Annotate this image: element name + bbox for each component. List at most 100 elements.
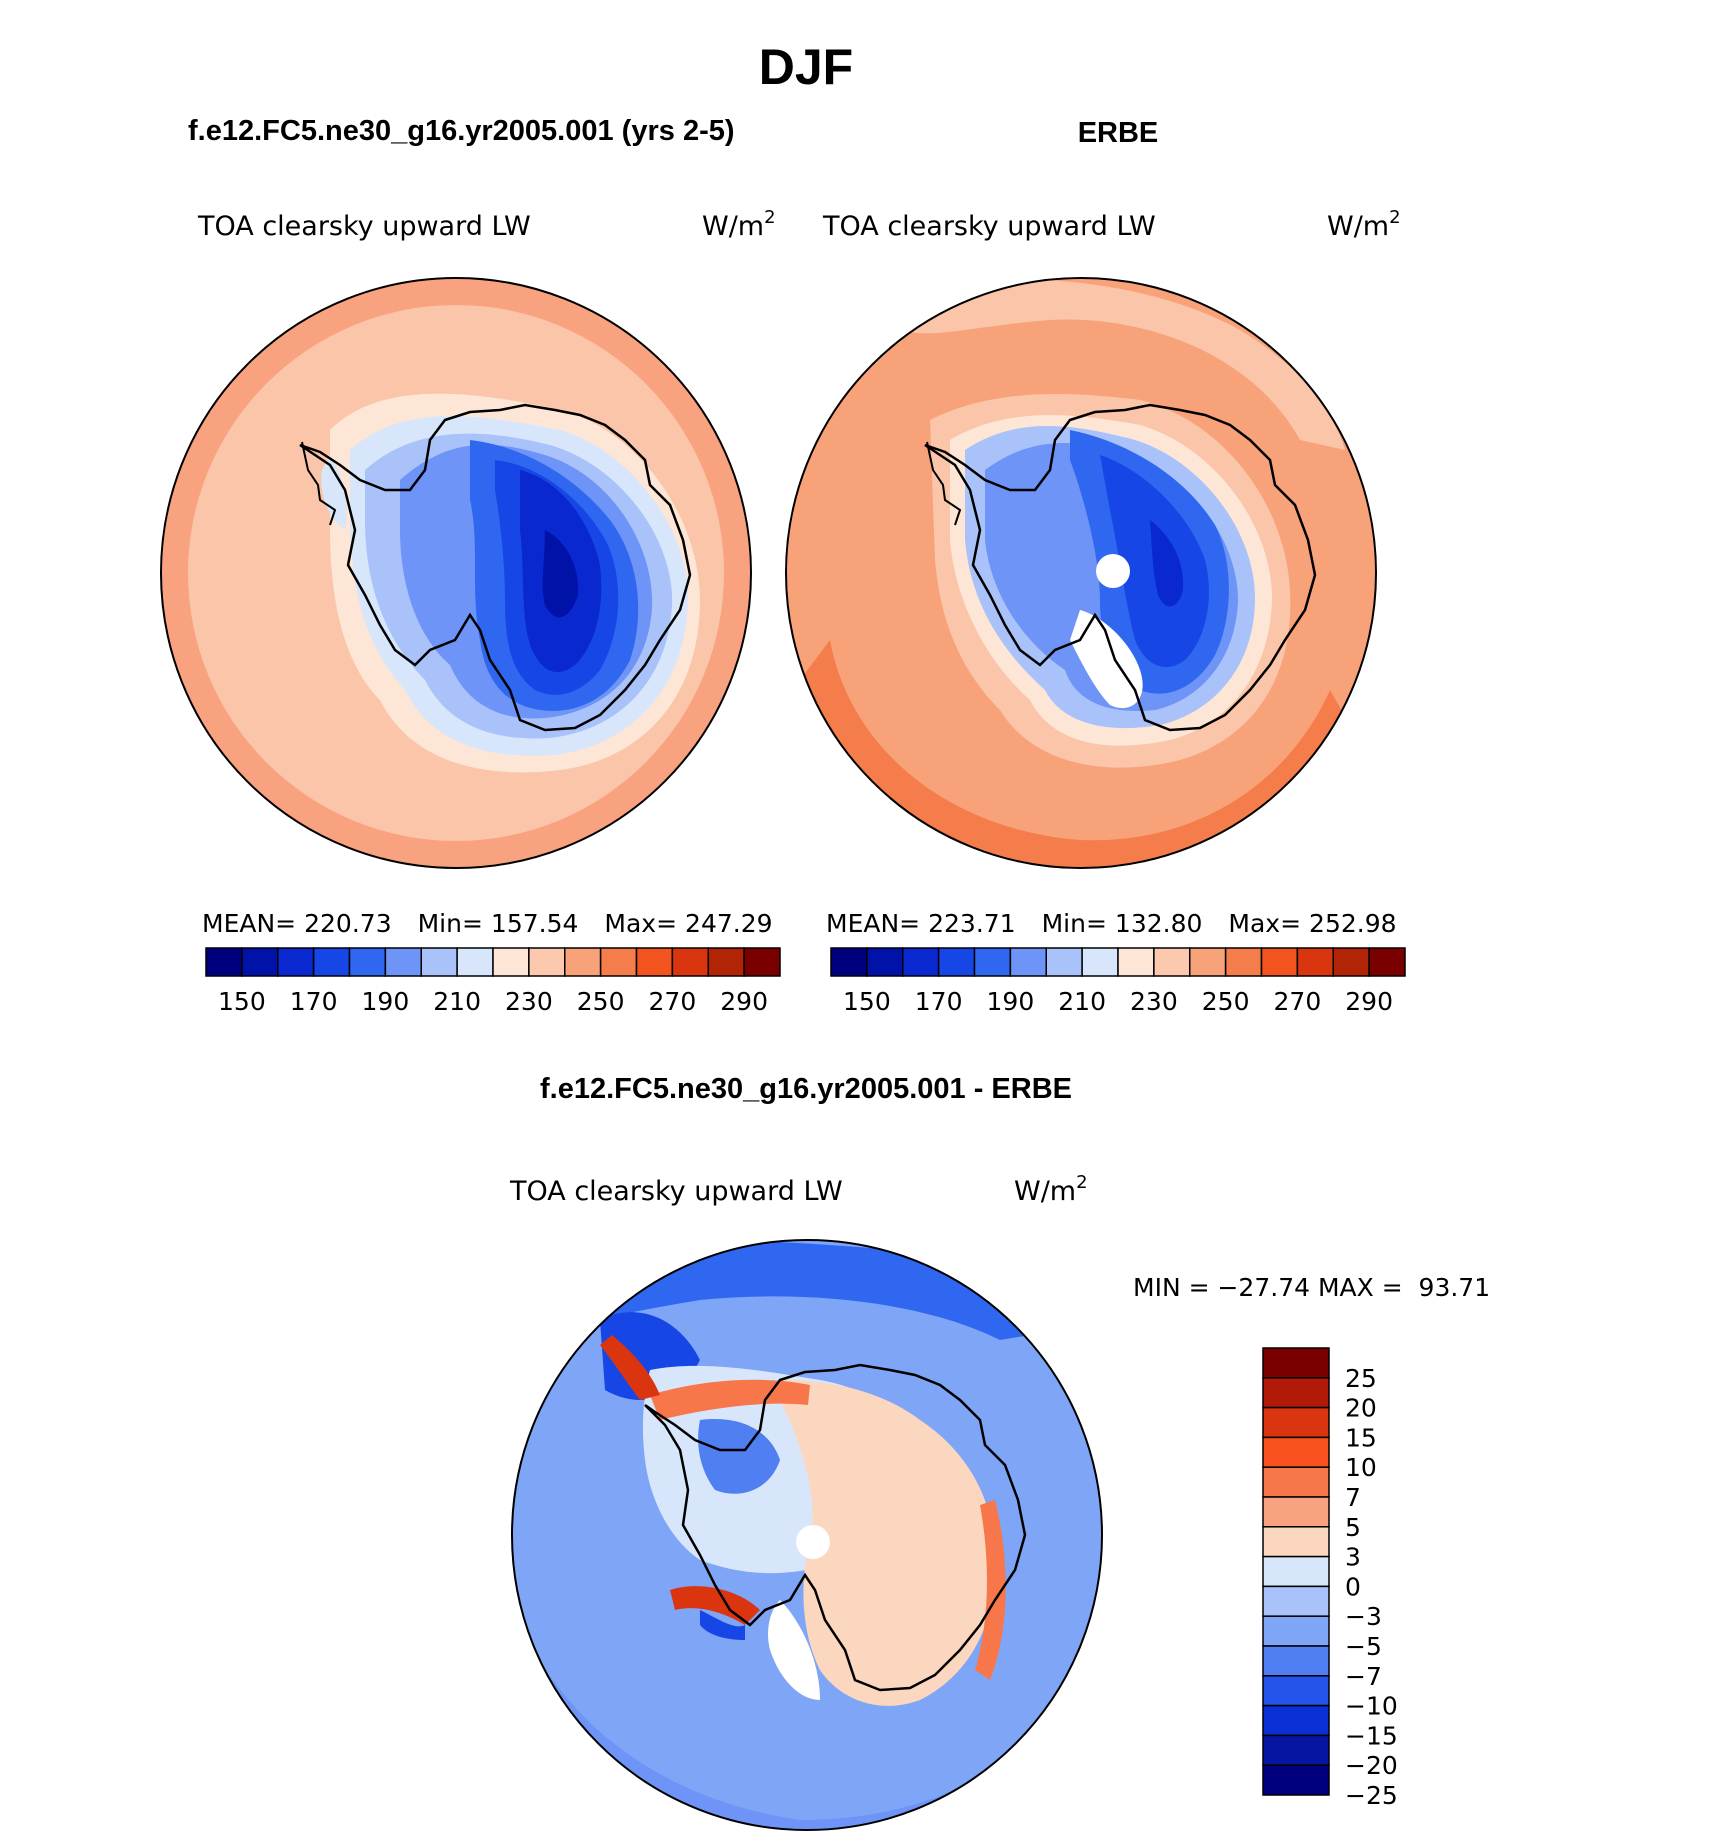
model-stats: MEAN= 220.73 Min= 157.54 Max= 247.29 xyxy=(202,909,773,938)
obs-colorbar-tick-label: 290 xyxy=(1345,987,1393,1016)
model-colorbar-tick-label: 210 xyxy=(433,987,481,1016)
diff-colorbar-swatch xyxy=(1262,1377,1330,1409)
model-antarctica-coastline xyxy=(299,403,692,732)
obs-colorbar-swatch xyxy=(1260,947,1299,977)
diff-colorbar-swatch xyxy=(1262,1466,1330,1498)
model-colorbar-swatch xyxy=(384,947,422,977)
obs-colorbar: 150 170 190 210 230 250 270 290 xyxy=(830,947,1406,1016)
diff-panel-header: f.e12.FC5.ne30_g16.yr2005.001 - ERBE xyxy=(540,1073,1072,1105)
diff-variable-label: TOA clearsky upward LW xyxy=(509,1176,843,1207)
model-colorbar-swatch xyxy=(528,947,566,977)
model-colorbar-tick-label: 270 xyxy=(649,987,697,1016)
obs-polar-hole xyxy=(1096,554,1130,588)
obs-units-label: W/m2 xyxy=(1327,207,1401,242)
obs-units-exponent: 2 xyxy=(1389,207,1400,228)
model-map-border xyxy=(160,277,752,869)
obs-colorbar-tick-label: 170 xyxy=(915,987,963,1016)
model-colorbar-tick-label: 190 xyxy=(362,987,410,1016)
obs-colorbar-swatch xyxy=(973,947,1012,977)
diff-colorbar-tick-label: −10 xyxy=(1345,1692,1398,1721)
model-variable-label: TOA clearsky upward LW xyxy=(197,211,531,242)
obs-colorbar-swatch xyxy=(1117,947,1155,977)
diff-colorbar-swatch xyxy=(1262,1585,1330,1617)
model-colorbar-tick-label: 290 xyxy=(720,987,768,1016)
diff-units-exponent: 2 xyxy=(1076,1172,1087,1193)
obs-colorbar-swatch xyxy=(1368,947,1406,977)
obs-colorbar-swatch xyxy=(1189,947,1227,977)
obs-colorbar-tick-label: 150 xyxy=(843,987,891,1016)
model-peninsula-detail xyxy=(301,441,337,526)
obs-panel-header: ERBE xyxy=(1078,117,1159,149)
diff-colorbar-tick-label: −5 xyxy=(1345,1632,1382,1661)
model-colorbar-swatch xyxy=(671,947,709,977)
obs-colorbar-swatch xyxy=(1009,947,1047,977)
diff-colorbar-swatch xyxy=(1262,1555,1330,1588)
diff-colorbar-tick-label: 20 xyxy=(1345,1394,1377,1423)
obs-map-border xyxy=(785,277,1377,869)
obs-colorbar-tick-label: 250 xyxy=(1202,987,1250,1016)
model-colorbar-swatch xyxy=(492,947,530,977)
diff-minmax-label: MIN = −27.74 MAX = 93.71 xyxy=(1133,1273,1490,1302)
diff-colorbar-swatch xyxy=(1262,1526,1330,1558)
obs-colorbar-swatch xyxy=(937,947,976,977)
model-colorbar-swatch xyxy=(241,947,279,977)
diff-colorbar-tick-label: −25 xyxy=(1345,1781,1398,1810)
model-colorbar-swatch xyxy=(205,947,243,977)
diff-polar-hole xyxy=(796,1525,830,1559)
diff-colorbar-tick-label: 3 xyxy=(1345,1543,1361,1572)
diff-colorbar-swatch xyxy=(1262,1764,1330,1796)
diff-colorbar-tick-label: −3 xyxy=(1345,1602,1382,1631)
obs-colorbar-swatch xyxy=(866,947,904,977)
model-polar-map xyxy=(160,277,752,869)
obs-colorbar-swatch xyxy=(830,947,868,977)
diff-colorbar-swatch xyxy=(1262,1645,1330,1677)
diff-colorbar-tick-label: 7 xyxy=(1345,1483,1361,1512)
diff-colorbar-tick-label: −7 xyxy=(1345,1662,1382,1691)
diff-colorbar-swatch xyxy=(1262,1347,1330,1379)
model-colorbar-tick-label: 170 xyxy=(290,987,338,1016)
diff-units-label: W/m2 xyxy=(1014,1172,1088,1207)
diff-colorbar-tick-label: 25 xyxy=(1345,1364,1377,1393)
model-colorbar: 150 170 190 210 230 250 270 290 xyxy=(205,947,781,1016)
model-colorbar-swatch xyxy=(707,947,745,977)
obs-colorbar-swatch xyxy=(1224,947,1263,977)
obs-polar-map xyxy=(785,277,1377,869)
diff-colorbar-swatch xyxy=(1262,1675,1330,1707)
obs-stats: MEAN= 223.71 Min= 132.80 Max= 252.98 xyxy=(826,909,1397,938)
diff-colorbar-tick-label: 15 xyxy=(1345,1423,1377,1452)
obs-colorbar-swatch xyxy=(1296,947,1334,977)
model-panel-header: f.e12.FC5.ne30_g16.yr2005.001 (yrs 2-5) xyxy=(188,115,735,147)
diff-map-border xyxy=(511,1239,1103,1831)
diff-polar-map xyxy=(511,1239,1103,1831)
model-colorbar-tick-label: 250 xyxy=(577,987,625,1016)
model-units-exponent: 2 xyxy=(764,207,775,228)
diff-colorbar-tick-label: −15 xyxy=(1345,1721,1398,1750)
model-colorbar-tick-label: 150 xyxy=(218,987,266,1016)
obs-colorbar-swatch xyxy=(1081,947,1119,977)
diff-colorbar-swatch xyxy=(1262,1436,1330,1468)
obs-antarctica-coastline xyxy=(924,403,1317,732)
obs-colorbar-tick-label: 230 xyxy=(1130,987,1178,1016)
model-colorbar-swatch xyxy=(277,947,315,977)
obs-colorbar-swatch xyxy=(1332,947,1370,977)
diff-colorbar-swatch xyxy=(1262,1734,1330,1766)
obs-colorbar-tick-label: 270 xyxy=(1274,987,1322,1016)
model-colorbar-swatch xyxy=(743,947,781,977)
model-colorbar-swatch xyxy=(599,947,638,977)
model-colorbar-tick-label: 230 xyxy=(505,987,553,1016)
obs-colorbar-tick-label: 210 xyxy=(1058,987,1106,1016)
diff-colorbar-tick-label: 5 xyxy=(1345,1513,1361,1542)
model-colorbar-swatch xyxy=(635,947,674,977)
obs-colorbar-swatch xyxy=(1045,947,1083,977)
model-colorbar-swatch xyxy=(420,947,458,977)
diff-antarctica-coastline xyxy=(644,1363,1027,1692)
diff-colorbar-swatch xyxy=(1262,1704,1330,1737)
diff-colorbar-tick-label: −20 xyxy=(1345,1751,1398,1780)
obs-colorbar-swatch xyxy=(902,947,940,977)
model-colorbar-swatch xyxy=(564,947,602,977)
diff-colorbar-swatch xyxy=(1262,1406,1330,1439)
model-colorbar-swatch xyxy=(312,947,351,977)
obs-colorbar-tick-label: 190 xyxy=(987,987,1035,1016)
